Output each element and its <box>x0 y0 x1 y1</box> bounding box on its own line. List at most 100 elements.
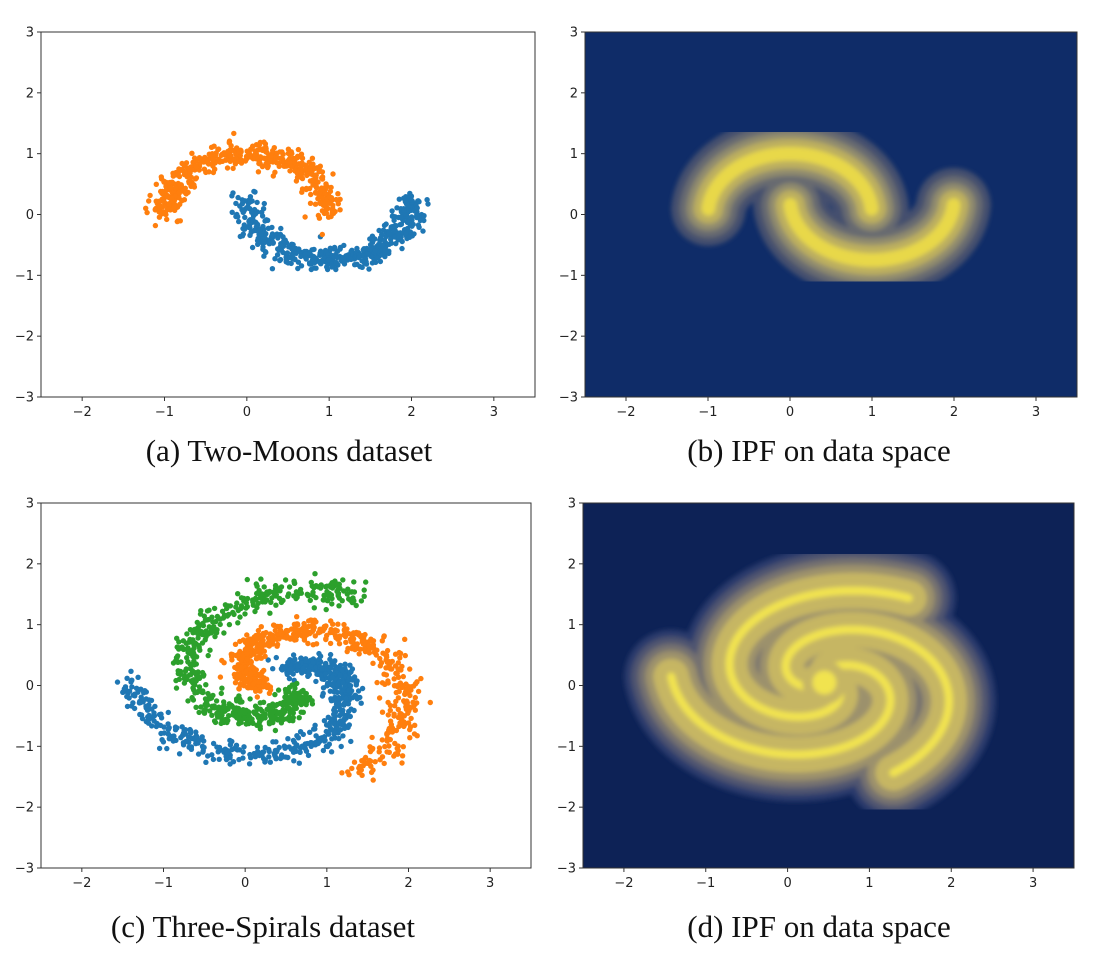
series-0 <box>229 188 431 273</box>
scatter-point <box>224 165 231 171</box>
scatter-point <box>225 717 231 724</box>
panel-a: −2 −1 0 1 2 3 −3 −2 −1 0 1 2 3 (a) Two-Moons dataset <box>0 0 547 477</box>
scatter-point <box>193 661 199 667</box>
scatter-point <box>313 190 319 196</box>
scatter-point <box>357 646 363 652</box>
scatter-point <box>385 680 391 686</box>
x-tick-label: 3 <box>490 405 498 420</box>
scatter-point <box>219 712 225 718</box>
scatter-point <box>402 691 408 697</box>
scatter-point <box>133 685 140 691</box>
scatter-point <box>245 646 251 652</box>
scatter-point <box>182 731 189 737</box>
scatter-point <box>387 702 394 709</box>
scatter-point <box>264 706 270 712</box>
scatter-point <box>329 210 335 217</box>
scatter-point <box>359 685 366 692</box>
scatter-point <box>341 627 347 633</box>
scatter-point <box>159 211 165 217</box>
scatter-point <box>187 170 193 176</box>
scatter-point <box>303 690 309 697</box>
scatter-point <box>250 599 256 605</box>
caption-b: (b) IPF on data space <box>687 433 951 468</box>
scatter-point <box>269 232 275 239</box>
density-contours <box>624 543 996 820</box>
scatter-point <box>310 177 316 183</box>
scatter-point <box>273 749 280 755</box>
scatter-point <box>198 704 204 710</box>
scatter-point <box>396 196 402 202</box>
scatter-point <box>286 584 293 590</box>
scatter-point <box>299 186 306 192</box>
scatter-point <box>353 602 359 609</box>
scatter-point <box>411 231 417 237</box>
density-plot-three-spirals: −2 −1 0 1 2 3 −3 −2 −1 0 1 2 3 <box>557 497 1075 891</box>
scatter-point <box>373 243 380 250</box>
scatter-point <box>335 581 341 587</box>
scatter-point <box>355 688 362 694</box>
scatter-point <box>231 130 237 137</box>
scatter-point <box>211 624 217 630</box>
x-tick-label: −2 <box>73 405 92 420</box>
scatter-point <box>339 598 345 604</box>
scatter-point <box>399 753 406 759</box>
x-tick-label: 0 <box>243 405 251 420</box>
scatter-point <box>291 758 297 764</box>
scatter-point <box>247 232 253 238</box>
x-tick-label: 1 <box>865 876 873 891</box>
scatter-point <box>336 603 342 609</box>
scatter-point <box>377 258 384 265</box>
scatter-point <box>229 654 235 660</box>
x-tick-label: 3 <box>1029 876 1037 891</box>
scatter-point <box>126 688 133 694</box>
scatter-point <box>348 256 354 263</box>
scatter-point <box>281 238 287 244</box>
scatter-point <box>181 189 188 195</box>
scatter-point <box>358 700 364 706</box>
scatter-point <box>210 163 216 169</box>
scatter-point <box>155 722 162 728</box>
scatter-point <box>270 633 276 640</box>
scatter-points <box>114 571 433 783</box>
scatter-point <box>329 736 335 742</box>
scatter-point <box>408 715 414 722</box>
scatter-point <box>341 588 347 594</box>
scatter-point <box>226 140 232 146</box>
scatter-point <box>247 199 254 205</box>
scatter-point <box>213 698 220 704</box>
scatter-point <box>240 749 246 755</box>
scatter-point <box>187 728 194 734</box>
scatter-point <box>379 709 386 715</box>
scatter-point <box>192 669 198 676</box>
scatter-point <box>235 662 241 668</box>
scatter-point <box>273 602 279 608</box>
scatter-point <box>280 234 286 240</box>
scatter-point <box>403 230 409 236</box>
scatter-point <box>254 744 261 750</box>
scatter-point <box>301 700 307 706</box>
scatter-point <box>391 228 398 234</box>
scatter-point <box>381 760 387 767</box>
scatter-point <box>176 639 182 645</box>
scatter-point <box>329 580 335 586</box>
scatter-point <box>223 707 229 713</box>
scatter-point <box>327 723 333 730</box>
scatter-point <box>203 682 209 688</box>
scatter-point <box>340 680 346 686</box>
y-tick-label: 2 <box>26 86 34 101</box>
scatter-point <box>261 200 267 207</box>
scatter-point <box>341 702 347 708</box>
scatter-point <box>287 666 294 672</box>
scatter-point <box>146 697 152 703</box>
scatter-point <box>191 155 198 161</box>
scatter-point <box>176 189 182 196</box>
scatter-point <box>234 747 240 753</box>
scatter-point <box>310 589 316 595</box>
scatter-point <box>382 743 388 750</box>
scatter-point <box>327 656 333 662</box>
scatter-point <box>268 704 274 710</box>
scatter-point <box>391 217 397 224</box>
scatter-point <box>384 647 391 654</box>
scatter-point <box>270 148 276 154</box>
scatter-point <box>395 747 401 754</box>
